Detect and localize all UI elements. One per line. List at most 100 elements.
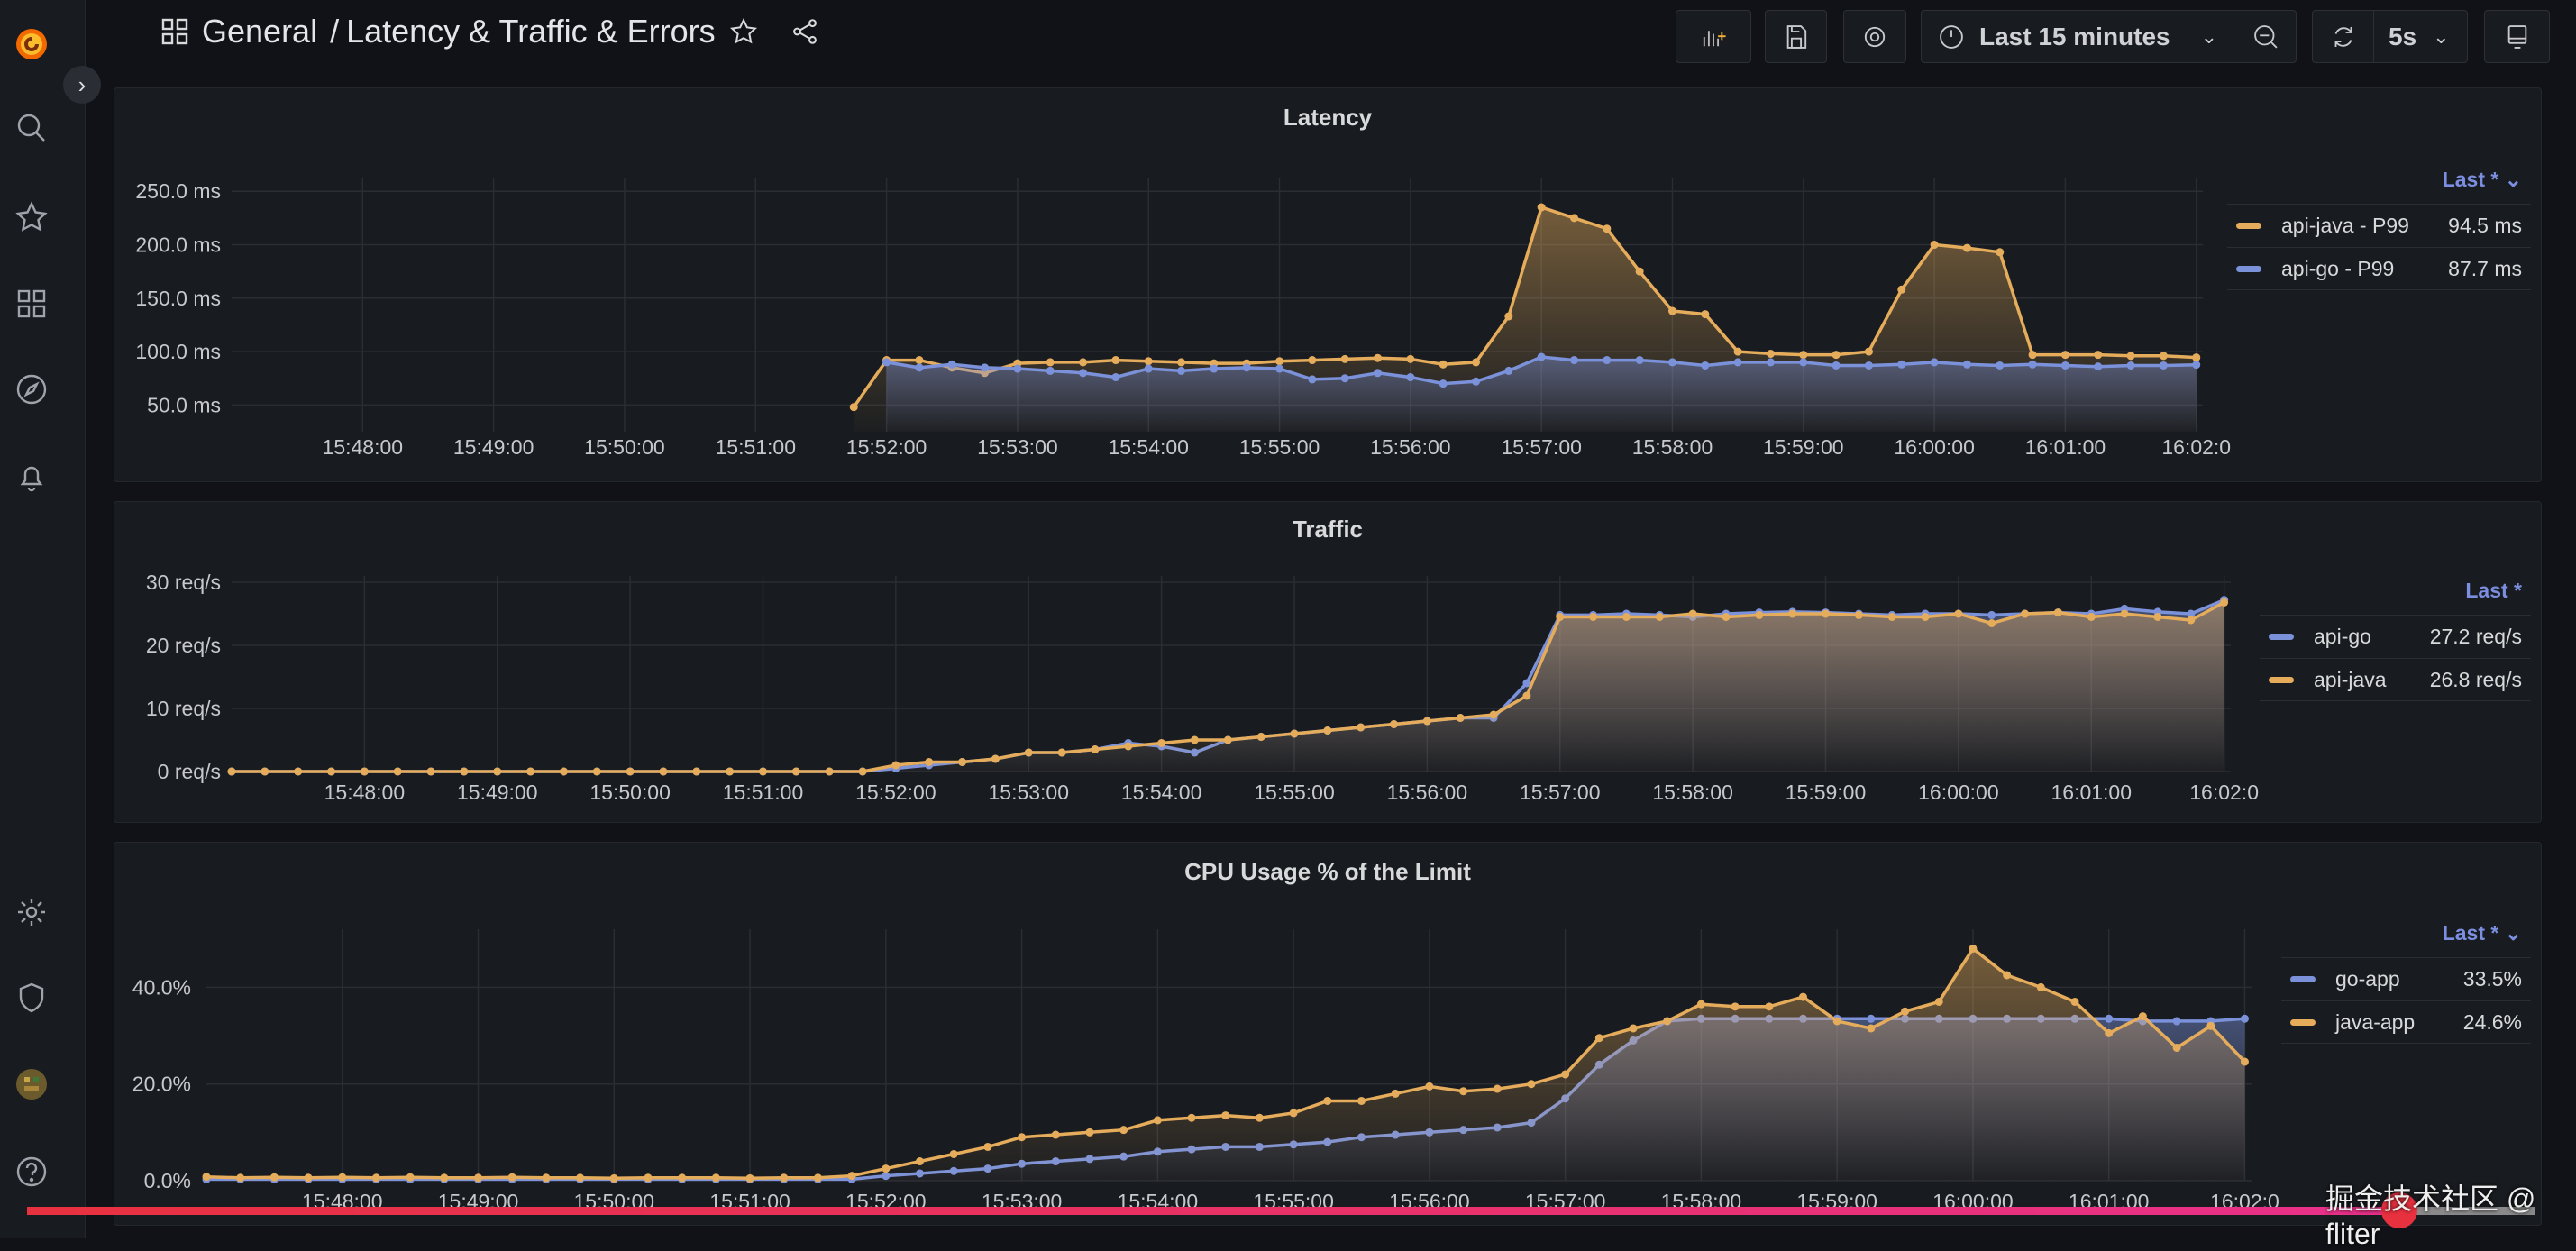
breadcrumb-folder[interactable]: General xyxy=(202,13,318,50)
explore-compass-icon[interactable] xyxy=(12,370,51,409)
data-point xyxy=(2206,1021,2215,1030)
legend-item[interactable]: api-go 27.2 req/s xyxy=(2260,615,2531,658)
shield-icon[interactable] xyxy=(12,978,51,1018)
traffic-chart[interactable]: 15:48:00 15:49:00 15:50:00 15:51:00 15:52:00… xyxy=(114,502,2543,824)
y-tick-label: 50.0 ms xyxy=(147,393,221,416)
data-point xyxy=(915,356,924,365)
data-point xyxy=(1788,609,1797,618)
data-point xyxy=(2060,361,2069,370)
series-color-swatch xyxy=(2236,223,2261,229)
data-point xyxy=(2126,352,2135,361)
data-point xyxy=(1190,735,1199,744)
data-point xyxy=(2060,351,2069,360)
y-tick-label: 20.0% xyxy=(132,1073,191,1096)
data-point xyxy=(1256,733,1265,741)
tv-mode-button[interactable] xyxy=(2484,10,2550,63)
data-point xyxy=(327,767,336,776)
data-point xyxy=(1854,610,1863,619)
data-point xyxy=(2070,997,2079,1006)
x-tick-label: 15:53:00 xyxy=(977,435,1058,459)
x-tick-label: 15:56:00 xyxy=(1370,435,1451,459)
legend-value: 27.2 req/s xyxy=(2429,625,2522,648)
data-point xyxy=(745,1173,754,1183)
legend-item[interactable]: java-app 24.6% xyxy=(2281,1000,2531,1044)
panel-title[interactable]: Traffic xyxy=(1292,516,1364,543)
refresh-picker[interactable]: 5s ⌄ xyxy=(2312,10,2468,63)
zoom-out-button[interactable] xyxy=(2233,11,2297,62)
data-point xyxy=(1897,360,1906,369)
legend: Last * ⌄ api-java - P99 94.5 ms api-go - … xyxy=(2227,168,2531,290)
save-dashboard-button[interactable] xyxy=(1765,10,1827,63)
legend-sort-header[interactable]: Last * xyxy=(2260,579,2531,615)
panel-title[interactable]: CPU Usage % of the Limit xyxy=(1184,858,1471,885)
dashboard-settings-button[interactable] xyxy=(1843,10,1906,63)
x-tick-label: 16:02:0 xyxy=(2161,435,2231,459)
series-color-swatch xyxy=(2290,1018,2316,1026)
dashboards-icon[interactable] xyxy=(12,284,51,324)
search-icon[interactable] xyxy=(12,108,51,148)
dashboard-title[interactable]: Latency & Traffic & Errors xyxy=(346,13,716,50)
legend-value: 24.6% xyxy=(2462,1009,2522,1034)
clock-icon xyxy=(1940,24,1963,49)
data-point xyxy=(1471,377,1480,386)
legend-name: go-app xyxy=(2335,967,2400,991)
star-icon[interactable] xyxy=(728,16,759,47)
latency-panel: Latency 15:48:00 15:49:00 15:50:00 15:51:00… xyxy=(114,87,2542,482)
legend-item[interactable]: go-app 33.5% xyxy=(2281,957,2531,1000)
legend: Last * api-go 27.2 req/s api-java 26.8 req… xyxy=(2260,579,2531,701)
video-progress-handle[interactable] xyxy=(2381,1192,2417,1228)
legend-sort-header[interactable]: Last * ⌄ xyxy=(2227,168,2531,204)
legend-sort-header[interactable]: Last * ⌄ xyxy=(2281,921,2531,957)
data-point xyxy=(1887,613,1896,621)
data-point xyxy=(1635,267,1644,276)
data-point xyxy=(559,767,568,776)
grafana-logo-icon[interactable] xyxy=(12,24,51,64)
legend-item[interactable]: api-java 26.8 req/s xyxy=(2260,658,2531,701)
data-point xyxy=(825,767,834,776)
data-point xyxy=(1635,356,1644,365)
add-panel-button[interactable] xyxy=(1676,10,1751,63)
share-icon[interactable] xyxy=(790,16,820,47)
data-point xyxy=(1987,610,1996,619)
refresh-interval: 5s xyxy=(2389,22,2417,50)
configuration-gear-icon[interactable] xyxy=(12,892,51,932)
data-point xyxy=(1867,1024,1876,1033)
x-tick-label: 15:48:00 xyxy=(324,781,406,804)
data-point xyxy=(1210,364,1219,373)
data-point xyxy=(2036,982,2045,991)
data-point xyxy=(294,767,303,776)
cpu-usage-chart[interactable]: 15:48:00 15:49:00 15:50:00 15:51:00 15:52:00… xyxy=(114,843,2543,1227)
data-point xyxy=(1696,1000,1705,1009)
data-point xyxy=(726,767,735,776)
data-point xyxy=(858,767,867,776)
chevron-down-icon: ⌄ xyxy=(2433,24,2450,48)
data-point xyxy=(1954,609,1963,618)
data-point xyxy=(1091,745,1100,753)
data-point xyxy=(759,767,768,776)
traffic-panel: Traffic 15:48:00 15:49:00 15:50:00 15:51:00… xyxy=(114,501,2542,823)
video-progress-bar[interactable] xyxy=(27,1192,2535,1228)
alerting-bell-icon[interactable] xyxy=(12,457,51,497)
expand-sidebar-button[interactable]: › xyxy=(63,66,101,104)
user-avatar[interactable] xyxy=(12,1064,51,1104)
data-point xyxy=(2192,353,2201,362)
y-tick-label: 0.0% xyxy=(144,1169,191,1192)
time-picker[interactable]: Last 15 minutes ⌄ xyxy=(1921,10,2297,63)
latency-chart[interactable]: 15:48:00 15:49:00 15:50:00 15:51:00 15:52:00… xyxy=(114,88,2543,483)
data-point xyxy=(791,767,800,776)
legend-item[interactable]: api-java - P99 94.5 ms xyxy=(2227,204,2531,247)
help-icon[interactable] xyxy=(12,1152,51,1192)
top-navbar: General / Latency & Traffic & Errors xyxy=(86,0,2576,79)
refresh-button[interactable] xyxy=(2313,11,2374,62)
star-icon[interactable] xyxy=(12,197,51,237)
x-tick-label: 15:52:00 xyxy=(846,435,927,459)
panel-title[interactable]: Latency xyxy=(1283,104,1373,131)
data-point xyxy=(2105,1028,2114,1037)
data-point xyxy=(981,363,990,372)
series-color-swatch xyxy=(2269,634,2294,640)
data-point xyxy=(626,767,635,776)
x-tick-label: 15:57:00 xyxy=(1520,781,1601,804)
data-point xyxy=(493,767,502,776)
legend-item[interactable]: api-go - P99 87.7 ms xyxy=(2227,247,2531,290)
data-point xyxy=(1667,358,1676,367)
